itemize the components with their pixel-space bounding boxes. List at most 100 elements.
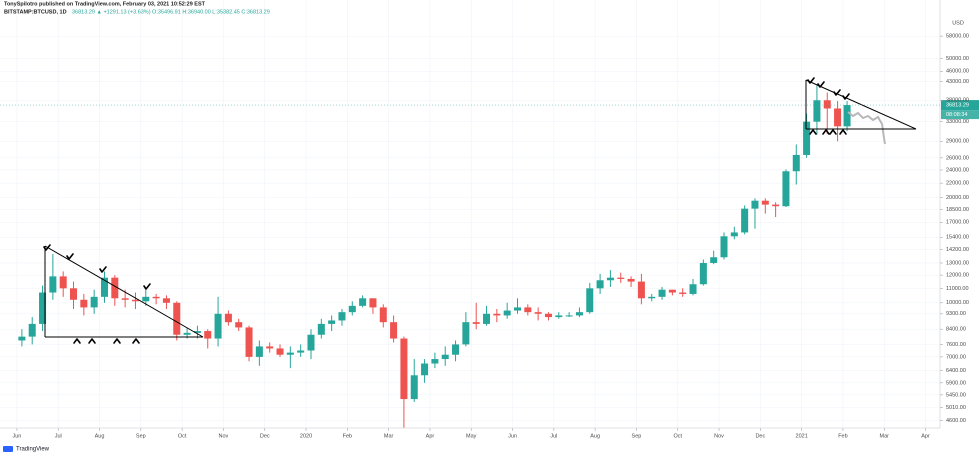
- candle-body: [575, 312, 583, 316]
- y-tick-label: 5450.00: [946, 392, 966, 398]
- y-tick-label: 5010.00: [946, 405, 966, 411]
- y-tick-label: 18500.00: [946, 207, 969, 213]
- x-tick-label: Jul: [550, 433, 557, 439]
- y-tick-label: 17000.00: [946, 220, 969, 226]
- y-tick-label: 24000.00: [946, 167, 969, 173]
- candle-body: [204, 331, 212, 339]
- candle-body: [679, 292, 687, 294]
- y-tick-label: 58000.00: [946, 34, 969, 40]
- candle-body: [834, 108, 842, 127]
- candle-body: [843, 105, 851, 127]
- candle-body: [452, 344, 460, 355]
- y-tick-label: 20000.00: [946, 195, 969, 201]
- candle-body: [606, 277, 614, 281]
- y-tick-label: 38000.00: [946, 98, 969, 104]
- candle-body: [18, 336, 26, 341]
- x-tick-label: Jul: [55, 433, 62, 439]
- candle-body: [338, 312, 346, 321]
- candle-body: [689, 284, 697, 294]
- candle-body: [524, 307, 532, 313]
- candle-body: [710, 257, 718, 263]
- candle-body: [637, 281, 645, 299]
- candle-body: [28, 323, 36, 337]
- x-tick-label: Aug: [95, 433, 105, 439]
- candle-body: [823, 100, 831, 109]
- candle-body: [751, 200, 759, 209]
- y-tick-label: 7000.00: [946, 354, 966, 360]
- candle-body: [379, 307, 387, 323]
- candle-body: [307, 334, 315, 351]
- candle-body: [39, 292, 47, 324]
- candle-body: [59, 276, 67, 289]
- y-tick-label: 13000.00: [946, 260, 969, 266]
- x-tick-label: Mar: [384, 433, 394, 439]
- x-tick-label: Oct: [178, 433, 187, 439]
- header-title: TonySpilotro published on TradingView.co…: [4, 1, 206, 7]
- candle-body: [235, 322, 243, 328]
- y-tick-label: 15400.00: [946, 235, 969, 241]
- x-tick-label: May: [466, 433, 477, 439]
- candle-body: [297, 350, 305, 353]
- candle-body: [493, 313, 501, 316]
- y-tick-label: 43000.00: [946, 79, 969, 85]
- y-tick-label: 12000.00: [946, 273, 969, 279]
- candle-body: [792, 154, 800, 172]
- candle-body: [255, 346, 263, 357]
- candle-body: [441, 354, 449, 360]
- candle-body: [400, 338, 408, 400]
- y-tick-label: 33000.00: [946, 119, 969, 125]
- last-price-box: 36813.29 08:08:34: [941, 100, 979, 120]
- candle-body: [503, 310, 511, 316]
- candle-body: [410, 375, 418, 400]
- x-tick-label: Nov: [714, 433, 724, 439]
- candle-body: [431, 359, 439, 364]
- candle-body: [544, 313, 552, 318]
- x-tick-label: 2021: [796, 433, 808, 439]
- candle-body: [245, 327, 253, 357]
- y-tick-label: 11000.00: [946, 286, 969, 292]
- candle-body: [720, 236, 728, 258]
- candle-body: [286, 352, 294, 355]
- x-tick-label: Mar: [880, 433, 890, 439]
- x-tick-label: Sep: [136, 433, 146, 439]
- candle-body: [173, 302, 181, 335]
- footer-logo: TradingView: [3, 446, 50, 453]
- x-tick-label: Dec: [755, 433, 765, 439]
- y-tick-label: 6400.00: [946, 368, 966, 374]
- candle-body: [49, 276, 57, 293]
- candle-body: [328, 320, 336, 324]
- last-price-bg: [941, 100, 979, 111]
- x-tick-label: Jun: [12, 433, 21, 439]
- y-tick-label: 26000.00: [946, 155, 969, 161]
- quote: 36813.29 ▲ +1291.13 (+3.63%) O:35496.91 …: [72, 9, 270, 15]
- y-tick-label: 5900.00: [946, 380, 966, 386]
- y-unit: USD: [952, 20, 964, 26]
- grid: [0, 0, 940, 428]
- y-tick-label: 4600.00: [946, 418, 966, 424]
- candle-body: [162, 298, 170, 303]
- x-tick-label: Jun: [508, 433, 517, 439]
- candle-body: [565, 315, 573, 317]
- y-tick-label: 8400.00: [946, 327, 966, 333]
- candle-body: [761, 200, 769, 205]
- y-tick-label: 9300.00: [946, 311, 966, 317]
- candle-body: [193, 331, 201, 333]
- candle-body: [534, 312, 542, 314]
- candle-body: [121, 298, 129, 300]
- symbol: BITSTAMP:BTCUSD, 1D: [4, 9, 67, 15]
- x-tick-label: Apr: [921, 433, 930, 439]
- candle-body: [111, 277, 119, 299]
- projection: [847, 111, 886, 145]
- candle-body: [390, 322, 398, 339]
- candle-body: [648, 296, 656, 299]
- y-tick-label: 22000.00: [946, 181, 969, 187]
- x-tick-label: Apr: [426, 433, 435, 439]
- x-tick-label: Feb: [343, 433, 352, 439]
- candle-body: [152, 296, 160, 299]
- candle-body: [730, 232, 738, 237]
- candle-body: [472, 322, 480, 324]
- candle-body: [142, 296, 150, 302]
- candle-body: [266, 346, 274, 349]
- countdown-bg: [941, 110, 979, 120]
